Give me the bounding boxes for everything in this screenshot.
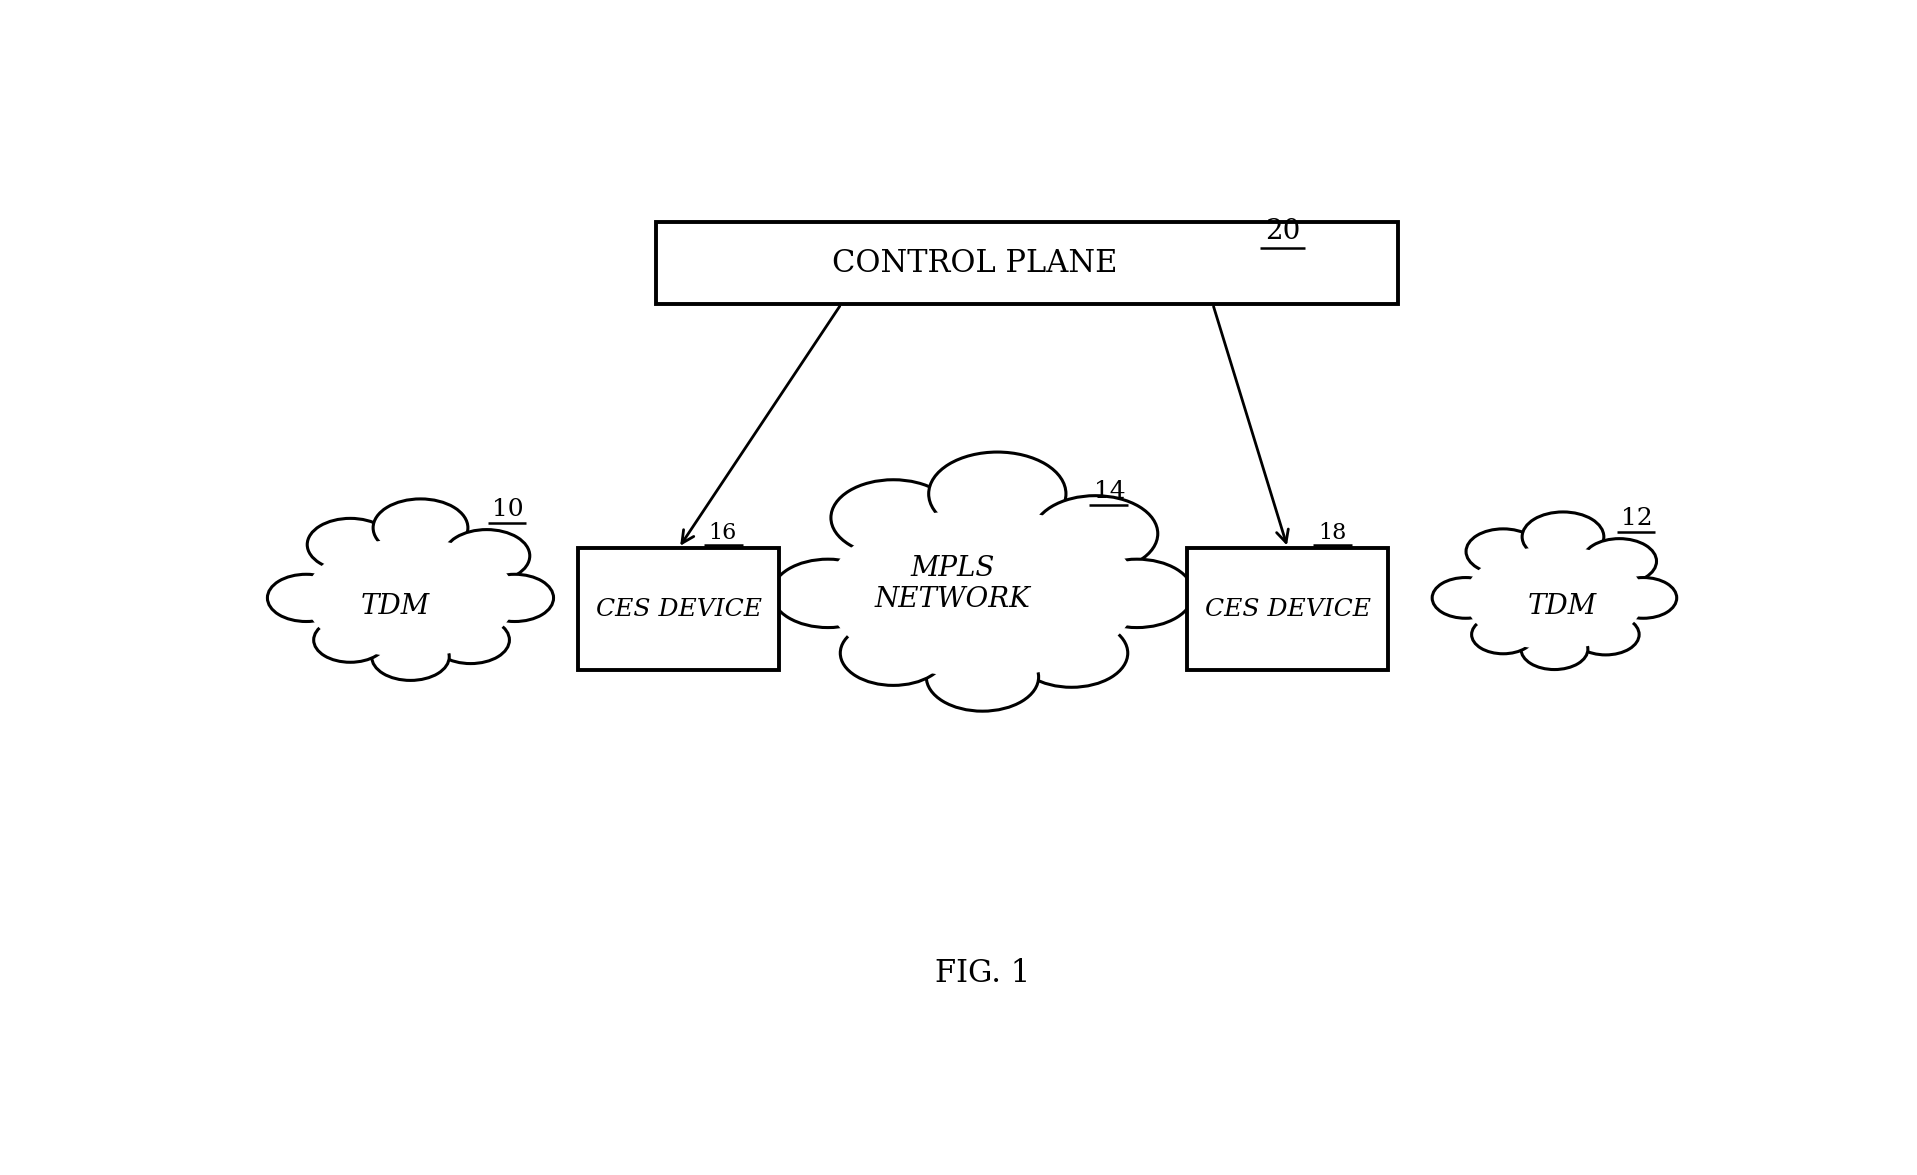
Circle shape: [1572, 615, 1639, 654]
Circle shape: [431, 617, 510, 664]
Circle shape: [1467, 529, 1541, 575]
Bar: [579, 548, 778, 670]
Circle shape: [1522, 512, 1605, 562]
Circle shape: [1610, 578, 1677, 618]
Circle shape: [773, 559, 884, 627]
Circle shape: [1016, 619, 1127, 687]
Circle shape: [1033, 496, 1158, 572]
Ellipse shape: [1465, 546, 1645, 650]
Circle shape: [1582, 538, 1656, 584]
Circle shape: [1432, 578, 1499, 618]
Circle shape: [475, 575, 554, 622]
Text: CONTROL PLANE: CONTROL PLANE: [832, 248, 1118, 278]
Text: 10: 10: [493, 498, 523, 521]
Circle shape: [926, 643, 1039, 711]
Circle shape: [374, 499, 468, 557]
Circle shape: [266, 575, 345, 622]
Circle shape: [1520, 629, 1587, 670]
Circle shape: [314, 618, 387, 663]
Text: MPLS
NETWORK: MPLS NETWORK: [874, 556, 1031, 613]
Text: TDM: TDM: [1528, 593, 1597, 620]
Text: CES DEVICE: CES DEVICE: [1204, 598, 1371, 620]
Text: 20: 20: [1265, 219, 1300, 246]
Text: TDM: TDM: [360, 593, 429, 620]
Ellipse shape: [826, 509, 1139, 678]
Text: 12: 12: [1622, 508, 1652, 530]
Circle shape: [928, 452, 1066, 536]
Text: CES DEVICE: CES DEVICE: [596, 598, 761, 620]
Circle shape: [830, 479, 957, 556]
Text: FIG. 1: FIG. 1: [935, 958, 1029, 989]
Circle shape: [1081, 559, 1192, 627]
Circle shape: [1472, 616, 1536, 653]
Circle shape: [840, 620, 947, 685]
Circle shape: [372, 633, 449, 680]
Bar: [1187, 548, 1388, 670]
Circle shape: [307, 518, 393, 571]
Bar: [656, 222, 1399, 304]
Circle shape: [443, 530, 529, 582]
Text: 14: 14: [1095, 479, 1125, 503]
Ellipse shape: [305, 538, 516, 658]
Text: 16: 16: [709, 522, 736, 544]
Text: 18: 18: [1317, 522, 1346, 544]
